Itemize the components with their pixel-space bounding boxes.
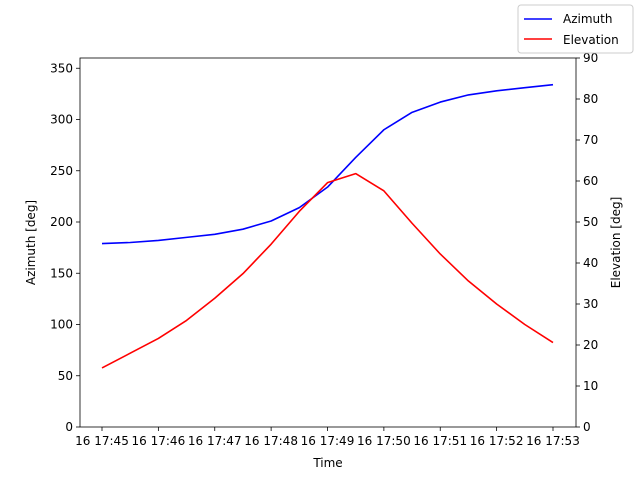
right-y-tick-label: 10 [583, 379, 598, 393]
right-y-axis-label: Elevation [deg] [609, 197, 623, 289]
right-y-tick-label: 30 [583, 297, 598, 311]
x-tick-label: 16 17:49 [301, 434, 355, 448]
legend-label-elevation: Elevation [563, 33, 619, 47]
left-y-tick-label: 150 [50, 266, 73, 280]
series-line-elevation [101, 172, 554, 369]
x-axis-ticks: 16 17:45 16 17:46 16 17:47 16 17:48 16 17:49… [75, 427, 580, 448]
x-tick-label: 16 17:46 [132, 434, 186, 448]
x-tick-label: 16 17:45 [75, 434, 129, 448]
left-y-tick-label: 0 [65, 420, 73, 434]
left-y-axis-label: Azimuth [deg] [24, 200, 38, 285]
x-axis-label: Time [312, 456, 342, 470]
legend-label-azimuth: Azimuth [563, 12, 612, 26]
legend: Azimuth Elevation [517, 4, 634, 54]
right-y-tick-label: 60 [583, 174, 598, 188]
right-y-axis-ticks: 0 10 20 30 40 50 60 70 80 90 [576, 51, 598, 434]
x-tick-label: 16 17:53 [526, 434, 580, 448]
left-y-tick-label: 100 [50, 318, 73, 332]
left-y-tick-label: 200 [50, 215, 73, 229]
left-y-tick-label: 250 [50, 164, 73, 178]
x-tick-label: 16 17:51 [413, 434, 467, 448]
legend-box [517, 4, 634, 54]
right-y-tick-label: 70 [583, 133, 598, 147]
right-y-tick-label: 20 [583, 338, 598, 352]
x-tick-label: 16 17:47 [188, 434, 242, 448]
x-tick-label: 16 17:52 [470, 434, 524, 448]
x-tick-label: 16 17:48 [244, 434, 298, 448]
right-y-tick-label: 50 [583, 215, 598, 229]
left-y-tick-label: 350 [50, 61, 73, 75]
left-y-axis-ticks: 0 50 100 150 200 250 300 350 [50, 61, 80, 434]
series-line-azimuth [101, 83, 554, 245]
series-lines [101, 83, 554, 369]
right-y-tick-label: 40 [583, 256, 598, 270]
right-y-tick-label: 0 [583, 420, 591, 434]
left-y-tick-label: 300 [50, 113, 73, 127]
left-y-tick-label: 50 [58, 369, 73, 383]
x-tick-label: 16 17:50 [357, 434, 411, 448]
plot-frame [79, 57, 577, 428]
right-y-tick-label: 80 [583, 92, 598, 106]
right-y-tick-label: 90 [583, 51, 598, 65]
